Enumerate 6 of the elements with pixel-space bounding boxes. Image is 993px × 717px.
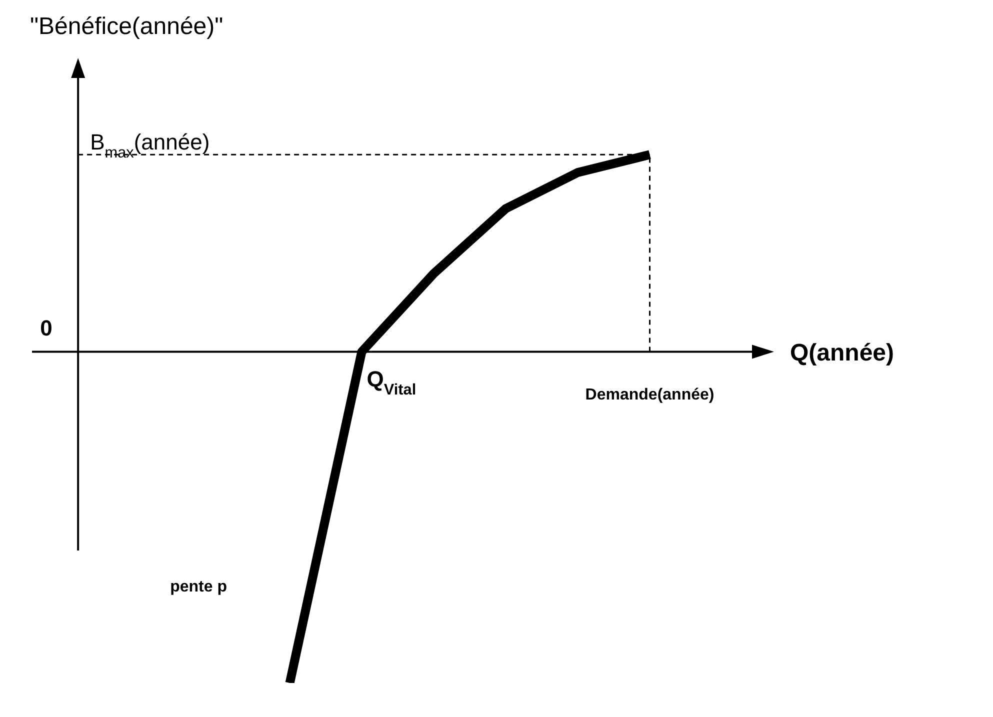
x-axis-title: Q(année) — [790, 340, 894, 367]
text: pente p — [170, 578, 228, 596]
text: 0 — [40, 316, 52, 341]
y-axis-title: "Bénéfice(année)" — [30, 13, 224, 40]
annotation: Demande(année) — [585, 386, 714, 404]
annotation: Q$_{Vital}$ — [366, 366, 416, 399]
